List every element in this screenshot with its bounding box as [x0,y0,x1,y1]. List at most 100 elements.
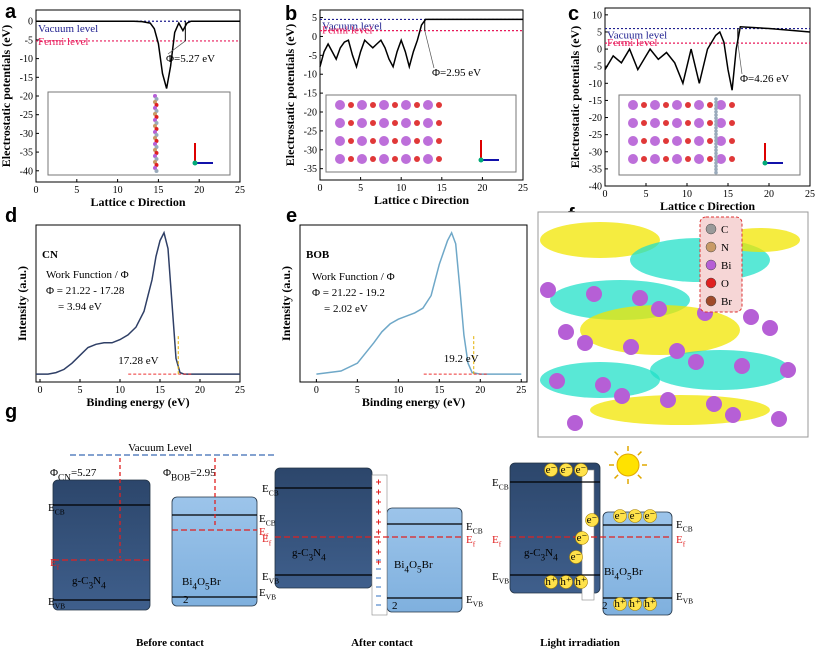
atom [714,164,718,168]
atom [663,102,669,108]
vacuum-label: Vacuum Level [128,442,192,454]
energy-label-part: f [473,540,476,549]
x-tick-label: 5 [355,385,360,396]
atom [714,145,718,149]
material-label-part: 5 [627,573,632,583]
y-tick-label: -30 [20,129,33,140]
x-tick-label: 5 [644,189,649,200]
atom [335,100,345,110]
atom [663,120,669,126]
energy-label-part: CB [269,489,279,498]
x-tick-label: 20 [195,385,205,396]
atom [714,154,718,159]
carrier [544,575,558,589]
atom [743,309,759,325]
atom [714,119,718,124]
material-label-part: 3 [541,554,546,564]
atom [714,106,718,111]
atom [423,136,433,146]
x-tick-label: 0 [38,385,43,396]
material-label-part: Bi [394,559,404,571]
atom [650,154,660,164]
phi-bob-part: =2.95 [190,467,216,479]
material-label-part: 3 [309,554,314,564]
carrier-label: h⁺ [560,576,572,588]
y-tick-label: -40 [20,166,33,177]
atom [153,130,157,134]
atom [650,118,660,128]
atom [623,339,639,355]
data-line [316,230,522,375]
note: = 2.02 eV [324,303,368,315]
atom [436,102,442,108]
atom [663,156,669,162]
x-axis-label: Lattice c Direction [374,193,469,207]
carrier [559,463,573,477]
x-tick-label: 10 [115,385,125,396]
axis-icon [478,157,484,163]
data-line [604,26,811,91]
material-label-part: Br [210,576,221,588]
material-label-part: 5 [205,583,210,593]
x-tick-label: 0 [318,183,323,194]
carrier [613,509,627,523]
legend-label: Bi [721,260,731,272]
material-label: g-C3N4 [72,575,106,592]
x-axis-label: Lattice c Direction [90,195,185,209]
energy-label-part: CB [266,519,276,528]
carrier-label: e⁻ [615,510,626,522]
phi-bob-part: Φ [163,467,171,479]
atom [714,161,718,165]
atom [714,116,718,120]
y-tick-label: -15 [20,73,33,84]
reference-label: Vacuum level [38,23,98,35]
atom [370,102,376,108]
atom [716,100,726,110]
panel-label: c [568,3,579,25]
y-tick-label: -35 [304,164,317,175]
energy-label: ECB [48,502,65,517]
caption: After contact [351,637,413,649]
x-tick-label: 0 [34,185,39,196]
atom [549,373,565,389]
axis-icon [762,160,768,166]
atom [672,154,682,164]
atom [379,100,389,110]
atom [734,358,750,374]
atom [641,156,647,162]
material-label: Bi4O5Br [394,559,433,576]
sun-ray [637,474,642,479]
y-tick-label: 5 [312,13,317,24]
material-label-part: N [545,547,553,559]
atom [694,118,704,128]
x-tick-label: 15 [437,183,447,194]
band-block [171,496,258,607]
carrier-label: h⁺ [614,598,626,610]
material-label-part: O [197,576,205,588]
atom [660,392,676,408]
atom [685,102,691,108]
plot-frame [299,224,528,383]
energy-label-part: VB [473,600,483,609]
reference-label: Fermi level [38,36,88,48]
phi-bob: ΦBOB=2.95 [163,467,216,484]
atom [154,139,159,143]
energy-label: Ef [466,534,476,549]
material-label-part: Br [632,566,643,578]
energy-label-part: CB [683,525,693,534]
interface [371,474,388,616]
energy-label-part: f [266,532,269,541]
carrier-label: e⁻ [571,551,582,563]
data-line [36,20,240,89]
atom [154,103,159,107]
atom [707,120,713,126]
sun-ray [614,474,619,479]
y-axis-label: Electrostatic potentials (eV) [568,26,582,168]
atom [714,129,718,133]
atom [694,136,704,146]
carrier [574,575,588,589]
atom [729,120,735,126]
panel-label: d [5,205,17,227]
carrier [613,597,627,611]
atom [370,138,376,144]
